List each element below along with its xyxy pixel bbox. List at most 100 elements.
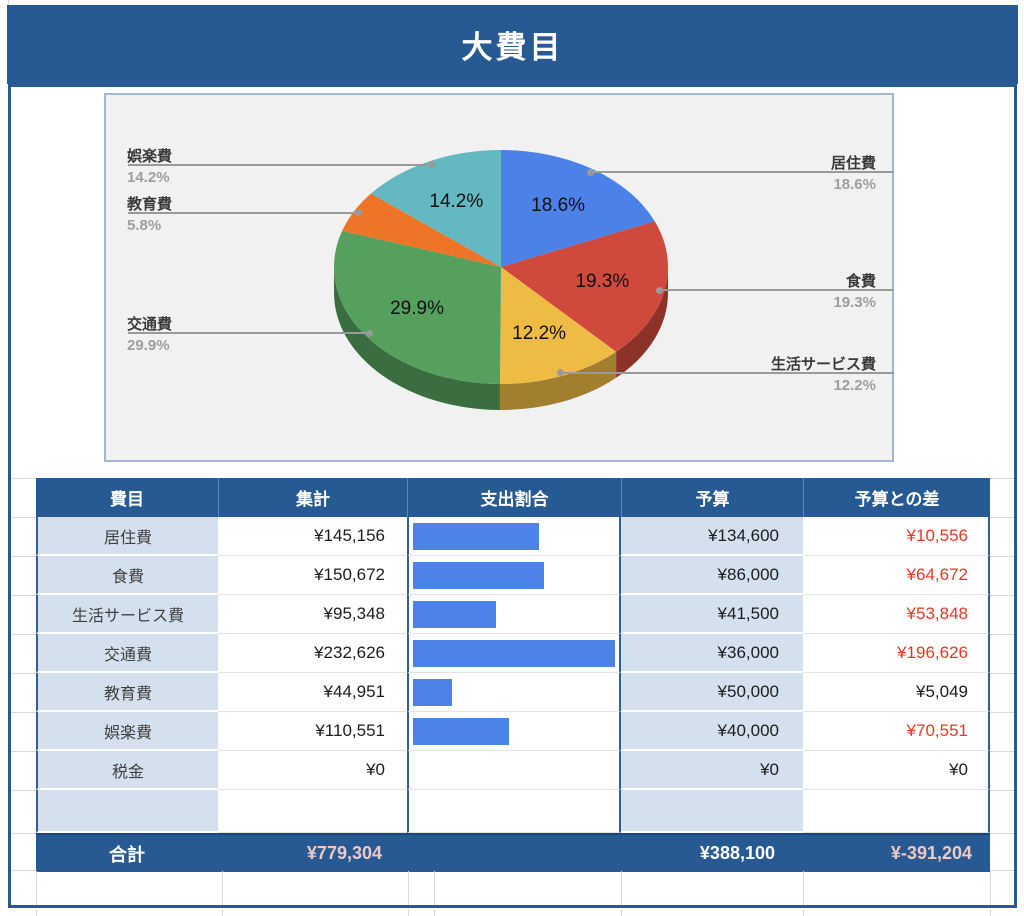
pie-category-percent: 5.8%: [127, 216, 162, 234]
footer-total[interactable]: ¥779,304: [306, 843, 382, 863]
ratio-bar: [413, 522, 539, 550]
total-cell[interactable]: ¥145,156: [218, 517, 407, 556]
gridline: [990, 634, 1014, 635]
header-budget[interactable]: 予算: [621, 478, 803, 517]
category-cell[interactable]: 生活サービス費: [36, 595, 218, 634]
gridline: [11, 634, 36, 635]
ratio-cell[interactable]: [407, 634, 621, 673]
budget-cell[interactable]: ¥134,600: [621, 517, 803, 556]
category-cell[interactable]: 居住費: [36, 517, 218, 556]
gridline: [990, 870, 1014, 871]
footer-budget[interactable]: ¥388,100: [699, 843, 775, 863]
budget-cell[interactable]: ¥36,000: [621, 634, 803, 673]
total-cell[interactable]: ¥110,551: [218, 712, 407, 751]
header-diff[interactable]: 予算との差: [803, 478, 990, 517]
table-row: 娯楽費 ¥110,551 ¥40,000 ¥70,551: [36, 712, 990, 751]
footer-diff[interactable]: ¥-391,204: [890, 843, 972, 863]
gridline: [408, 909, 409, 916]
pie-inner-label: 18.6%: [531, 195, 586, 217]
header-ratio[interactable]: 支出割合: [407, 478, 621, 517]
header-total[interactable]: 集計: [218, 478, 407, 517]
gridline: [990, 517, 1014, 518]
budget-cell[interactable]: ¥41,500: [621, 595, 803, 634]
ratio-cell[interactable]: [407, 790, 621, 833]
gridline: [11, 673, 36, 674]
budget-cell[interactable]: ¥40,000: [621, 712, 803, 751]
footer-label[interactable]: 合計: [109, 844, 145, 865]
leader-dot: [366, 329, 374, 337]
budget-cell[interactable]: [621, 790, 803, 833]
leader-dot: [557, 369, 565, 377]
leader-line: [128, 163, 432, 166]
leader-dot: [586, 168, 594, 176]
diff-cell[interactable]: ¥0: [803, 751, 990, 790]
leader-dot: [355, 209, 363, 217]
header-category[interactable]: 費目: [110, 490, 144, 509]
pie-category-label: 居住費: [830, 155, 876, 173]
ratio-cell[interactable]: [407, 556, 621, 595]
total-cell[interactable]: [218, 790, 407, 833]
gridline: [990, 673, 1014, 674]
footer-ratio[interactable]: [407, 835, 621, 872]
ratio-bar: [413, 600, 496, 628]
diff-cell[interactable]: ¥10,556: [803, 517, 990, 556]
pie-inner-label: 19.3%: [575, 270, 630, 292]
pie-chart-container[interactable]: 18.6% 19.3% 12.2% 29.9% 14.2% 居住費 18.6% 食費 19.3%…: [104, 93, 894, 462]
gridline: [434, 871, 435, 905]
table-footer-row: 合計 ¥779,304 ¥388,100 ¥-391,204: [36, 833, 990, 872]
gridline: [990, 595, 1014, 596]
ratio-bar: [413, 639, 615, 667]
total-cell[interactable]: ¥44,951: [218, 673, 407, 712]
ratio-cell[interactable]: [407, 712, 621, 751]
gridline: [990, 556, 1014, 557]
leader-line: [659, 289, 894, 291]
category-cell[interactable]: 教育費: [36, 673, 218, 712]
table-row: 交通費 ¥232,626 ¥36,000 ¥196,626: [36, 634, 990, 673]
budget-cell[interactable]: ¥50,000: [621, 673, 803, 712]
diff-cell[interactable]: ¥70,551: [803, 712, 990, 751]
gridline: [222, 871, 223, 905]
gridline: [11, 478, 36, 479]
pie-category-label: 交通費: [127, 316, 173, 334]
pie-inner-label: 29.9%: [390, 298, 444, 320]
diff-cell[interactable]: ¥5,049: [803, 673, 990, 712]
gridline: [990, 751, 1014, 752]
ratio-bar: [413, 678, 452, 706]
gridline: [36, 871, 37, 905]
gridline: [990, 871, 991, 905]
diff-cell[interactable]: [803, 790, 990, 833]
pie-slice: [370, 150, 501, 267]
pie-slice-side: [499, 351, 617, 410]
category-cell[interactable]: 交通費: [36, 634, 218, 673]
ratio-cell[interactable]: [407, 517, 621, 556]
gridline: [222, 909, 223, 916]
ratio-cell[interactable]: [407, 751, 621, 790]
total-cell[interactable]: ¥95,348: [218, 595, 407, 634]
category-cell[interactable]: [36, 790, 218, 833]
diff-cell[interactable]: ¥64,672: [803, 556, 990, 595]
table-row: 居住費 ¥145,156 ¥134,600 ¥10,556: [36, 517, 990, 556]
gridline: [434, 909, 435, 916]
ratio-cell[interactable]: [407, 595, 621, 634]
total-cell[interactable]: ¥0: [218, 751, 407, 790]
category-cell[interactable]: 食費: [36, 556, 218, 595]
category-cell[interactable]: 税金: [36, 751, 218, 790]
ratio-cell[interactable]: [407, 673, 621, 712]
gridline: [990, 790, 1014, 791]
pie-slice: [499, 267, 617, 384]
diff-cell[interactable]: ¥53,848: [803, 595, 990, 634]
gridline: [621, 909, 622, 916]
title-bar: 大費目: [7, 5, 1018, 84]
pie-inner-label: 12.2%: [512, 323, 567, 345]
diff-cell[interactable]: ¥196,626: [803, 634, 990, 673]
pie-category-label: 食費: [845, 273, 876, 290]
gridline: [990, 833, 1014, 834]
pie-slice-side: [616, 267, 668, 378]
total-cell[interactable]: ¥150,672: [218, 556, 407, 595]
gridline: [11, 517, 36, 518]
table-row: 食費 ¥150,672 ¥86,000 ¥64,672: [36, 556, 990, 595]
budget-cell[interactable]: ¥0: [621, 751, 803, 790]
total-cell[interactable]: ¥232,626: [218, 634, 407, 673]
category-cell[interactable]: 娯楽費: [36, 712, 218, 751]
budget-cell[interactable]: ¥86,000: [621, 556, 803, 595]
